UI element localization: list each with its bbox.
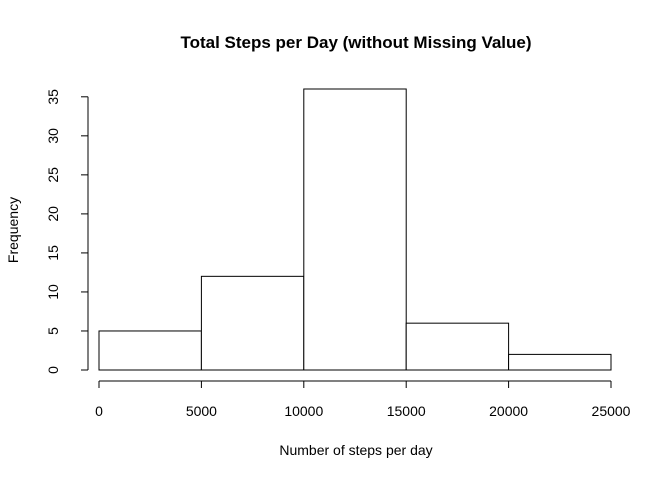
x-tick-label-4: 20000 xyxy=(489,403,528,419)
x-tick-label-3: 15000 xyxy=(387,403,426,419)
y-tick-label-3: 15 xyxy=(45,245,61,261)
histogram-bar-4 xyxy=(508,353,612,371)
x-tick-label-2: 10000 xyxy=(284,403,323,419)
y-tick-label-7: 35 xyxy=(45,89,61,105)
histogram-bar-0 xyxy=(98,330,202,371)
x-tick-label-0: 0 xyxy=(95,403,103,419)
histogram-bar-2 xyxy=(303,88,407,371)
chart-title: Total Steps per Day (without Missing Val… xyxy=(180,33,531,52)
y-axis-label: Frequency xyxy=(5,197,21,263)
x-axis-label: Number of steps per day xyxy=(279,442,432,458)
bars-group xyxy=(98,88,612,371)
histogram-bar-1 xyxy=(200,275,305,371)
y-tick-label-1: 5 xyxy=(45,327,61,335)
y-axis: 0 5 10 15 20 25 30 35 xyxy=(45,89,89,374)
y-tick-label-6: 30 xyxy=(45,128,61,144)
x-axis: 0 5000 10000 15000 20000 25000 xyxy=(95,380,631,419)
x-tick-label-1: 5000 xyxy=(186,403,217,419)
x-tick-label-5: 25000 xyxy=(592,403,631,419)
y-tick-label-5: 25 xyxy=(45,167,61,183)
histogram-bar-3 xyxy=(405,322,510,371)
y-tick-label-0: 0 xyxy=(45,366,61,374)
y-tick-label-4: 20 xyxy=(45,206,61,222)
y-tick-label-2: 10 xyxy=(45,284,61,300)
